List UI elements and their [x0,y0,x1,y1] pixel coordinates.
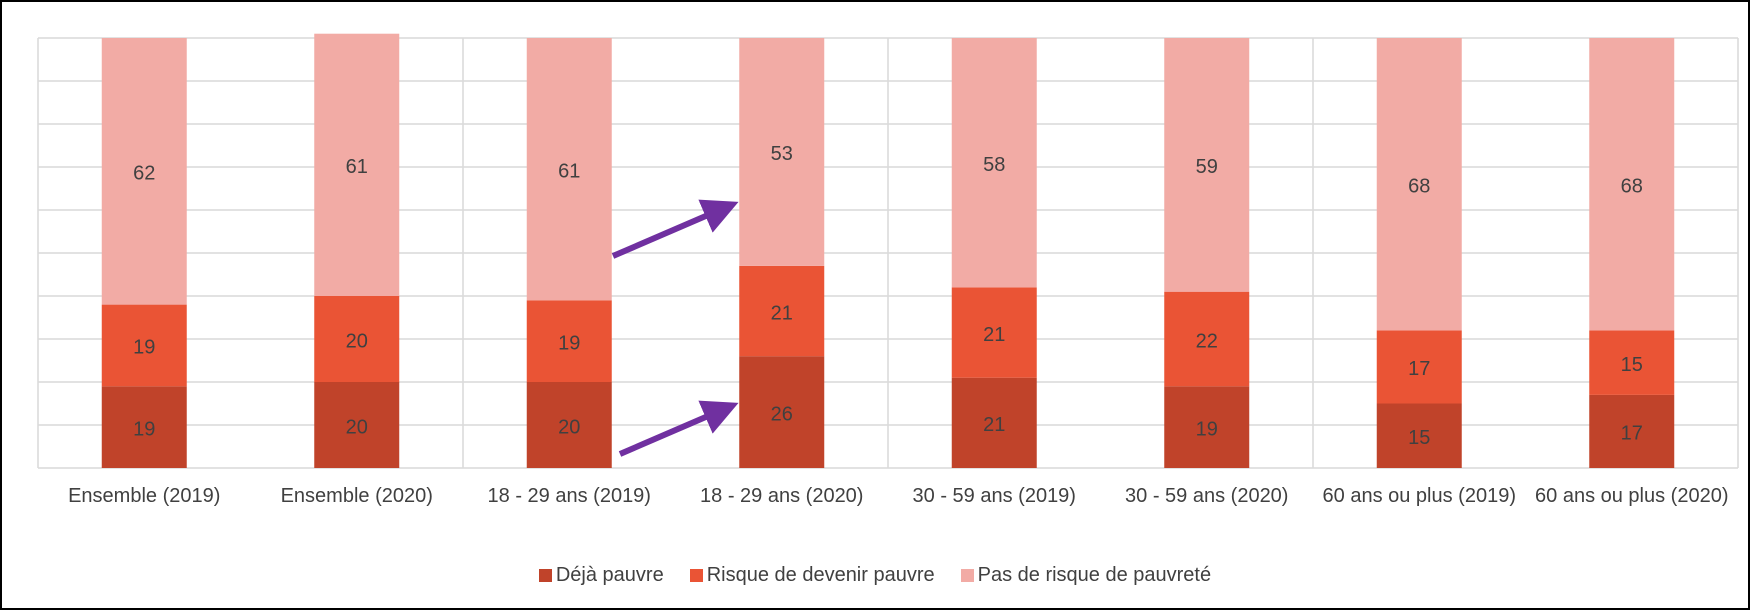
bar-segment [1376,403,1462,468]
data-label: 20 [558,416,580,438]
bar-segment [1376,330,1462,404]
bar-segment [526,382,612,468]
annotation-arrow [611,199,739,259]
data-label: 59 [1196,156,1218,178]
legend-label: Déjà pauvre [555,564,664,586]
bar-segment [1589,38,1675,331]
data-label: 68 [1408,175,1430,197]
data-label: 21 [771,302,793,324]
data-label: 17 [1621,423,1643,445]
data-label: 21 [983,324,1005,346]
legend-item: Pas de risque de pauvreté [960,564,1212,587]
bar-segment [101,304,187,387]
data-label: 53 [771,143,793,165]
legend-swatch [538,569,552,582]
legend-swatch [689,569,703,582]
legend-swatch [960,569,974,582]
data-label: 19 [133,418,155,440]
bar-segment [1376,38,1462,331]
legend-label: Pas de risque de pauvreté [977,564,1212,586]
data-label: 22 [1196,330,1218,352]
bar-segment [101,386,187,468]
bar-segment [314,296,400,382]
bar-segment [951,38,1037,288]
data-label: 15 [1621,354,1643,376]
data-label: 62 [133,163,155,185]
data-label: 19 [133,337,155,359]
data-label: 19 [558,332,580,354]
data-label: 68 [1621,175,1643,197]
data-label: 61 [558,160,580,182]
data-label: 15 [1408,427,1430,449]
bar-segment [101,38,187,305]
x-tick-label: 30 - 59 ans (2020) [1125,485,1289,507]
bar-segment [951,377,1037,468]
data-label: 20 [346,416,368,438]
bar-segment [739,38,825,266]
x-tick-label: 18 - 29 ans (2020) [700,485,864,507]
bar-segment [1164,38,1250,292]
data-label: 17 [1408,358,1430,380]
x-tick-label: 60 ans ou plus (2019) [1322,485,1516,507]
x-tick-label: 18 - 29 ans (2019) [487,485,651,507]
bar-segment [1589,330,1675,395]
data-label: 61 [346,156,368,178]
bar-segment [526,38,612,301]
data-label: 26 [771,403,793,425]
bar-segment [739,356,825,468]
legend: Déjà pauvre Risque de devenir pauvre Pas d… [0,564,1750,587]
data-label: 19 [1196,418,1218,440]
legend-label: Risque de devenir pauvre [706,564,935,586]
bar-segment [1164,386,1250,468]
legend-item: Risque de devenir pauvre [689,564,935,587]
bar-segment [1589,394,1675,468]
x-tick-label: Ensemble (2020) [280,485,433,507]
data-label: 58 [983,154,1005,176]
data-label: 21 [983,414,1005,436]
annotation-arrow [618,400,739,457]
bar-segment [739,265,825,357]
bar-segment [314,33,400,296]
x-tick-label: 30 - 59 ans (2019) [912,485,1076,507]
bar-segment [314,382,400,468]
x-tick-label: 60 ans ou plus (2020) [1535,485,1729,507]
bar-segment [951,287,1037,378]
legend-item: Déjà pauvre [538,564,664,587]
bar-segment [526,300,612,382]
x-tick-label: Ensemble (2019) [68,485,221,507]
data-label: 20 [346,330,368,352]
bar-segment [1164,291,1250,387]
